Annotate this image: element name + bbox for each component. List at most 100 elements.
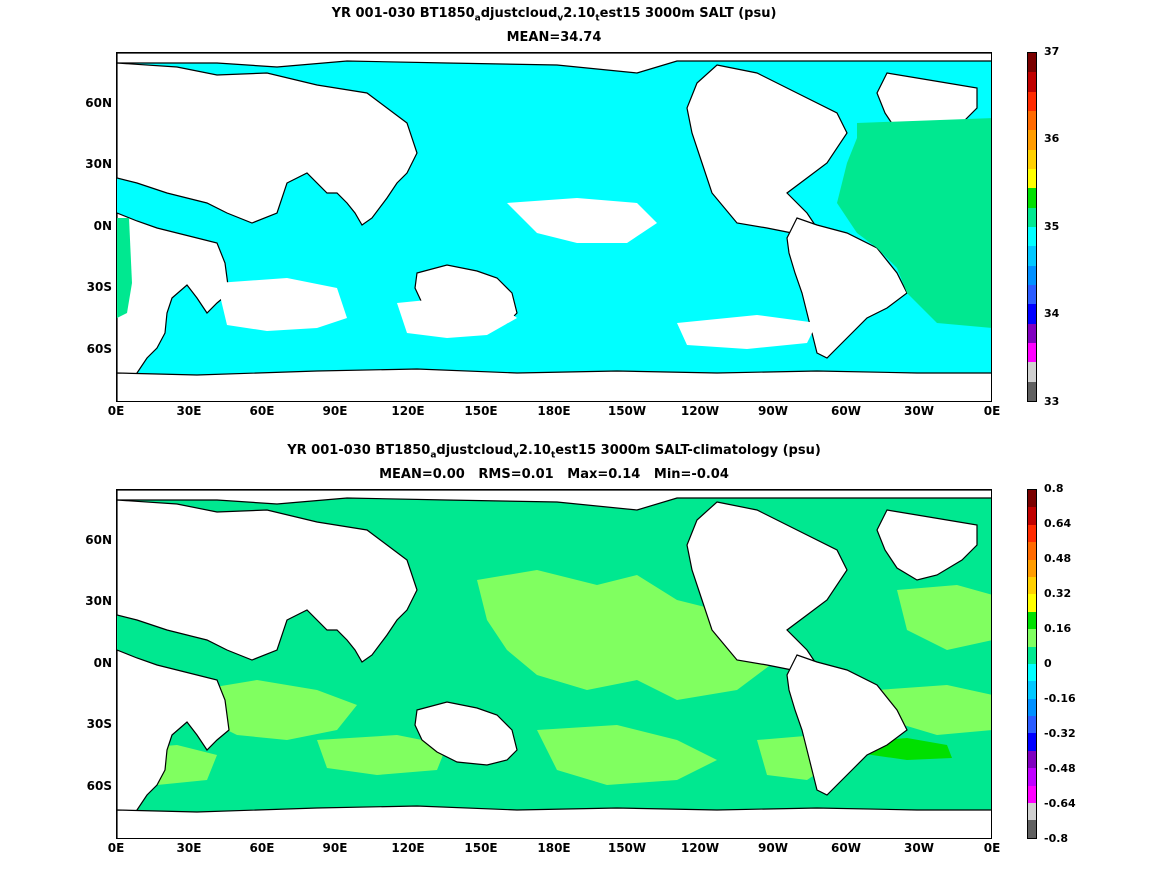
colorbar: [1027, 52, 1037, 402]
colorbar: [1027, 489, 1037, 839]
colorbar-segment: [1028, 342, 1036, 363]
colorbar-label: 33: [1044, 395, 1060, 408]
colorbar-segment: [1028, 381, 1036, 401]
lon-label: 90E: [322, 404, 348, 418]
lon-label: 180E: [537, 841, 571, 855]
panel-salt: YR 001-030 BT1850adjustcloudv2.10test15 …: [0, 0, 1167, 437]
positive-anomaly-patches: [117, 570, 991, 785]
lon-label: 30E: [176, 841, 202, 855]
colorbar-segment: [1028, 524, 1036, 543]
colorbar-segment: [1028, 733, 1036, 751]
lon-label: 150W: [607, 404, 647, 418]
lon-label: 0E: [983, 841, 1001, 855]
colorbar-segment: [1028, 226, 1036, 247]
lon-label: 60W: [831, 841, 861, 855]
colorbar-segment: [1028, 246, 1036, 266]
colorbar-segment: [1028, 681, 1036, 699]
colorbar-segment: [1028, 594, 1036, 612]
lon-label: 30E: [176, 404, 202, 418]
colorbar-segment: [1028, 362, 1036, 382]
atlantic-field: [837, 118, 991, 328]
colorbar-segment: [1028, 507, 1036, 525]
colorbar-segment: [1028, 207, 1036, 227]
colorbar-segment: [1028, 611, 1036, 630]
panel-subtitle: MEAN=0.00 RMS=0.01 Max=0.14 Min=-0.04: [379, 467, 729, 482]
colorbar-label: 35: [1044, 220, 1060, 233]
colorbar-label: 0.32: [1044, 587, 1072, 600]
colorbar-label: 0.16: [1044, 622, 1072, 635]
panel-title: YR 001-030 BT1850adjustcloudv2.10test15 …: [287, 443, 821, 461]
map-field: [117, 53, 991, 401]
lat-label: 30S: [86, 280, 112, 294]
panel-subtitle: MEAN=34.74: [506, 30, 602, 45]
colorbar-label: 36: [1044, 132, 1060, 145]
lon-label: 0E: [107, 841, 125, 855]
landmasses: [117, 53, 991, 401]
colorbar-segment: [1028, 716, 1036, 734]
landmasses: [117, 490, 991, 838]
colorbar-segment: [1028, 265, 1036, 285]
lat-label: 0N: [93, 656, 112, 670]
colorbar-segment: [1028, 149, 1036, 169]
lon-label: 90W: [758, 404, 788, 418]
lon-label: 0E: [983, 404, 1001, 418]
map-field: [117, 490, 991, 838]
lon-label: 120E: [391, 404, 425, 418]
lon-label: 60E: [249, 404, 275, 418]
colorbar-segment: [1028, 168, 1036, 189]
lat-label: 60S: [86, 342, 112, 356]
lat-label: 60N: [85, 533, 112, 547]
colorbar-segment: [1028, 663, 1036, 682]
panel-salt-anomaly: YR 001-030 BT1850adjustcloudv2.10test15 …: [0, 437, 1167, 874]
colorbar-segment: [1028, 110, 1036, 131]
colorbar-segment: [1028, 188, 1036, 208]
colorbar-segment: [1028, 323, 1036, 343]
lon-label: 90W: [758, 841, 788, 855]
lon-label: 60E: [249, 841, 275, 855]
lon-label: 150E: [464, 841, 498, 855]
lat-label: 60S: [86, 779, 112, 793]
colorbar-segment: [1028, 698, 1036, 717]
lon-label: 30W: [904, 404, 934, 418]
colorbar-segment: [1028, 53, 1036, 73]
lon-label: 150W: [607, 841, 647, 855]
colorbar-label: -0.32: [1044, 727, 1076, 740]
colorbar-segment: [1028, 304, 1036, 324]
colorbar-segment: [1028, 559, 1036, 577]
colorbar-label: 0.48: [1044, 552, 1072, 565]
colorbar-label: 0.64: [1044, 517, 1072, 530]
colorbar-label: -0.64: [1044, 797, 1076, 810]
lon-label: 0E: [107, 404, 125, 418]
lat-label: 30N: [85, 594, 112, 608]
colorbar-segment: [1028, 72, 1036, 92]
lat-label: 30S: [86, 717, 112, 731]
west-atlantic-edge: [117, 218, 132, 318]
colorbar-segment: [1028, 576, 1036, 595]
lon-label: 120W: [680, 404, 720, 418]
lon-label: 90E: [322, 841, 348, 855]
colorbar-segment: [1028, 820, 1036, 838]
colorbar-segment: [1028, 803, 1036, 821]
colorbar-segment: [1028, 785, 1036, 804]
colorbar-segment: [1028, 750, 1036, 769]
colorbar-label: 37: [1044, 45, 1060, 58]
colorbar-label: 34: [1044, 307, 1060, 320]
lon-label: 180E: [537, 404, 571, 418]
colorbar-segment: [1028, 130, 1036, 150]
colorbar-label: 0.8: [1044, 482, 1064, 495]
colorbar-label: -0.8: [1044, 832, 1069, 845]
lon-label: 120W: [680, 841, 720, 855]
colorbar-segment: [1028, 629, 1036, 647]
colorbar-label: 0: [1044, 657, 1052, 670]
lon-label: 30W: [904, 841, 934, 855]
colorbar-segment: [1028, 490, 1036, 508]
colorbar-segment: [1028, 542, 1036, 560]
map-salt-anomaly: [116, 489, 992, 839]
colorbar-segment: [1028, 768, 1036, 786]
lat-label: 60N: [85, 96, 112, 110]
colorbar-segment: [1028, 284, 1036, 305]
lon-label: 150E: [464, 404, 498, 418]
lon-label: 60W: [831, 404, 861, 418]
colorbar-label: -0.48: [1044, 762, 1076, 775]
colorbar-segment: [1028, 646, 1036, 664]
